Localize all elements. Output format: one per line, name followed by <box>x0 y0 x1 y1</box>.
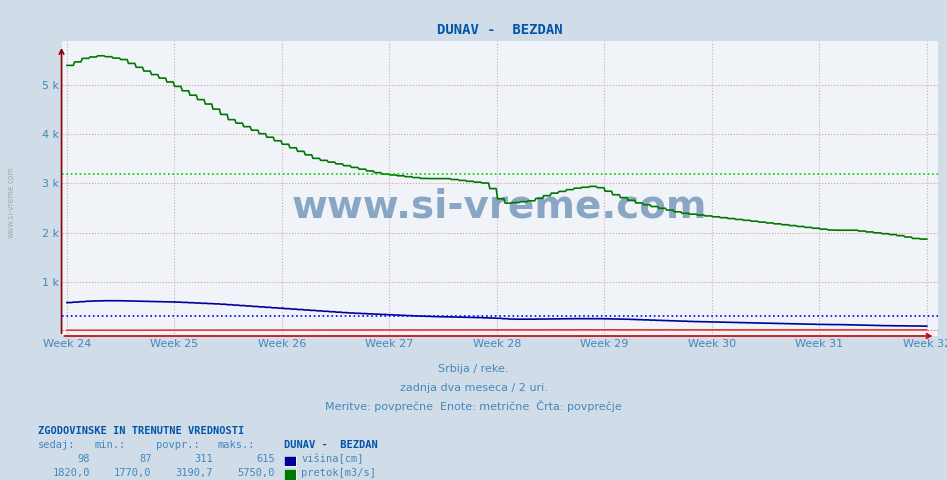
Text: 3190,7: 3190,7 <box>175 468 213 478</box>
Text: 311: 311 <box>194 454 213 464</box>
Text: DUNAV -  BEZDAN: DUNAV - BEZDAN <box>284 440 378 450</box>
Text: 98: 98 <box>78 454 90 464</box>
Text: 87: 87 <box>139 454 152 464</box>
Title: DUNAV -  BEZDAN: DUNAV - BEZDAN <box>437 23 563 37</box>
Text: sedaj:: sedaj: <box>38 440 76 450</box>
Text: maks.:: maks.: <box>218 440 256 450</box>
Text: 1820,0: 1820,0 <box>52 468 90 478</box>
Text: min.:: min.: <box>95 440 126 450</box>
Text: 1770,0: 1770,0 <box>114 468 152 478</box>
Text: Srbija / reke.: Srbija / reke. <box>438 364 509 374</box>
Text: 5750,0: 5750,0 <box>237 468 275 478</box>
Text: www.si-vreme.com: www.si-vreme.com <box>7 166 16 238</box>
Text: Meritve: povprečne  Enote: metrične  Črta: povprečje: Meritve: povprečne Enote: metrične Črta:… <box>325 400 622 412</box>
Text: 615: 615 <box>256 454 275 464</box>
Text: www.si-vreme.com: www.si-vreme.com <box>292 187 707 225</box>
Text: povpr.:: povpr.: <box>156 440 200 450</box>
Text: zadnja dva meseca / 2 uri.: zadnja dva meseca / 2 uri. <box>400 383 547 393</box>
Text: ZGODOVINSKE IN TRENUTNE VREDNOSTI: ZGODOVINSKE IN TRENUTNE VREDNOSTI <box>38 426 244 436</box>
Text: višina[cm]: višina[cm] <box>301 454 364 464</box>
Text: pretok[m3/s]: pretok[m3/s] <box>301 468 376 478</box>
